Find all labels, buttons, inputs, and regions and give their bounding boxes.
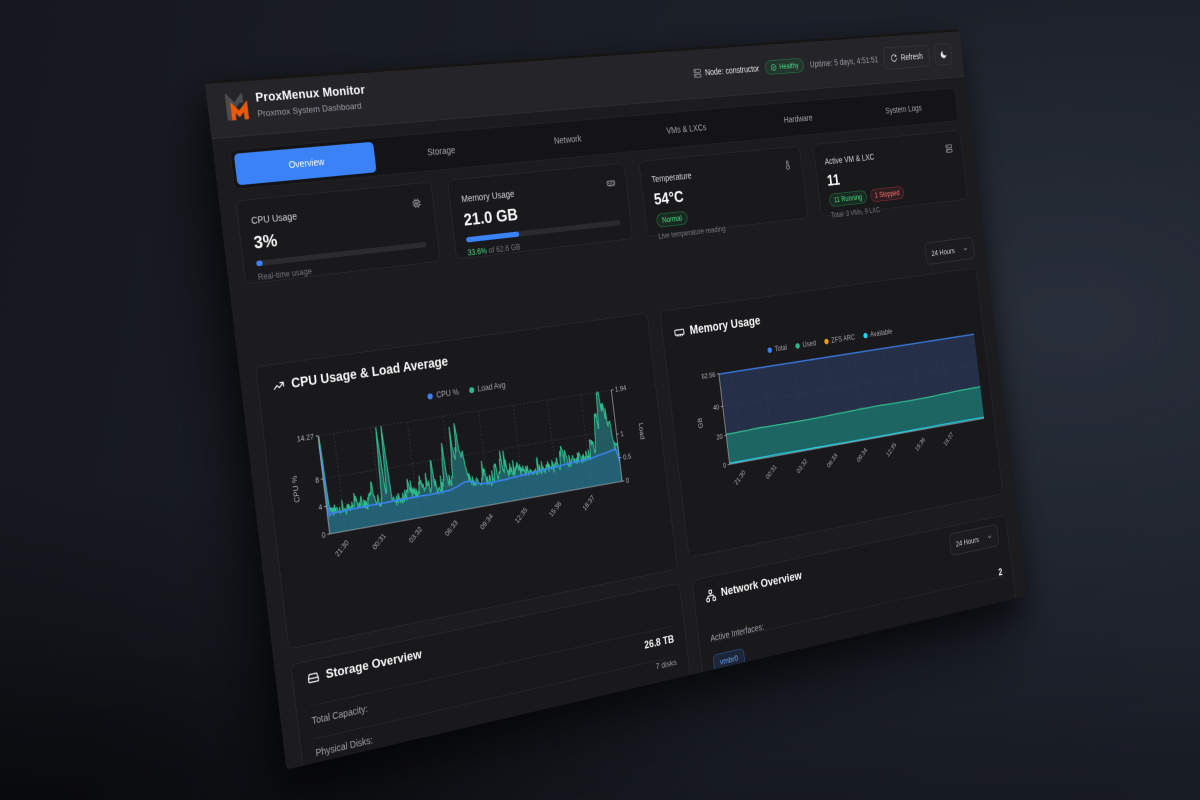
svg-text:0: 0	[625, 476, 629, 485]
svg-text:12:35: 12:35	[513, 506, 529, 525]
svg-text:20: 20	[716, 432, 723, 441]
svg-text:18:37: 18:37	[942, 430, 955, 447]
svg-text:21:30: 21:30	[333, 538, 350, 558]
svg-text:14.27: 14.27	[296, 432, 314, 444]
svg-text:15:36: 15:36	[914, 436, 927, 453]
svg-text:0: 0	[321, 530, 326, 540]
svg-text:62.56: 62.56	[701, 370, 716, 380]
svg-text:21:30: 21:30	[733, 468, 747, 486]
svg-text:09:34: 09:34	[855, 446, 868, 464]
svg-text:12:35: 12:35	[885, 441, 898, 458]
svg-text:0.5: 0.5	[623, 452, 632, 462]
svg-text:Load: Load	[637, 422, 646, 440]
svg-text:8: 8	[315, 476, 320, 486]
svg-text:15:36: 15:36	[547, 500, 563, 519]
svg-text:40: 40	[713, 403, 720, 412]
svg-text:CPU %: CPU %	[290, 475, 301, 503]
svg-text:03:32: 03:32	[407, 525, 424, 545]
svg-text:0: 0	[723, 461, 727, 470]
svg-text:GB: GB	[696, 417, 704, 429]
svg-text:03:32: 03:32	[795, 457, 809, 475]
svg-text:00:31: 00:31	[764, 463, 778, 481]
svg-text:06:33: 06:33	[443, 518, 459, 538]
svg-text:1: 1	[620, 430, 624, 439]
svg-text:06:33: 06:33	[825, 452, 838, 470]
svg-text:18:37: 18:37	[581, 493, 596, 512]
svg-text:1.94: 1.94	[615, 384, 627, 394]
svg-text:00:31: 00:31	[371, 531, 388, 551]
svg-text:4: 4	[318, 503, 323, 513]
svg-text:09:34: 09:34	[479, 512, 495, 531]
